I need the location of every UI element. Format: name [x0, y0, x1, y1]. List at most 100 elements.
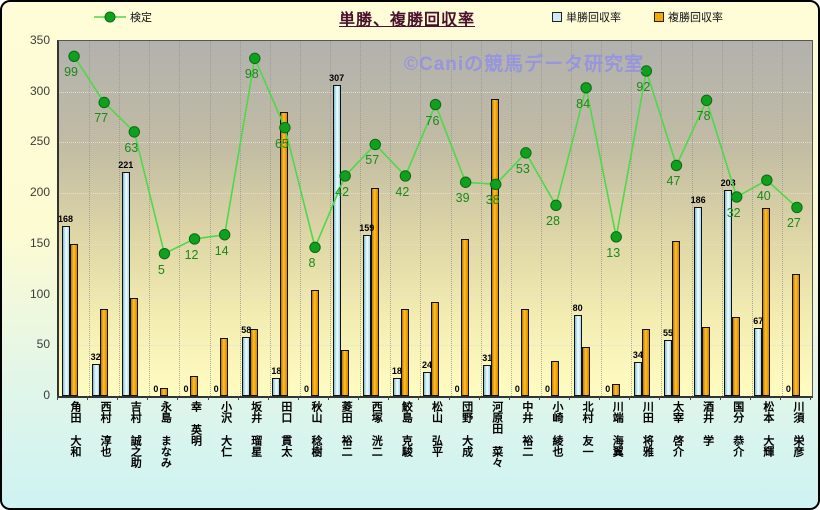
kentei-line-path: [73, 55, 798, 255]
win-bar-value-label: 159: [359, 222, 375, 233]
kentei-marker: [670, 159, 683, 172]
win-bar-value-label: 67: [753, 316, 764, 327]
x-axis-label: 太宰 啓介: [671, 401, 684, 457]
x-axis-label: 永島 まなみ: [159, 401, 172, 468]
win-bar-value-label: 0: [785, 384, 791, 394]
place-bar: [159, 387, 168, 396]
win-bar: [724, 190, 733, 396]
place-bar-swatch-icon: [654, 12, 664, 22]
line-marker-icon: [94, 11, 126, 23]
x-axis-label: 角田 大和: [69, 401, 82, 457]
kentei-value-label: 32: [726, 205, 741, 220]
x-axis-label: 幸 英明: [189, 401, 202, 446]
x-axis-label: 川須 栄彦: [791, 401, 804, 457]
kentei-value-label: 14: [214, 243, 229, 258]
win-bar-value-label: 0: [304, 384, 310, 394]
x-axis-tick: [508, 396, 510, 400]
place-bar: [370, 188, 379, 396]
kentei-marker: [761, 174, 773, 186]
kentei-value-label: 38: [485, 193, 500, 208]
place-bar: [99, 308, 108, 396]
kentei-marker: [459, 176, 472, 188]
x-axis-tick: [328, 396, 330, 400]
y-axis-tick-label: 300: [29, 83, 50, 98]
win-bar: [483, 364, 492, 396]
win-bar-value-label: 18: [271, 365, 282, 376]
win-bar-value-label: 0: [454, 384, 460, 394]
kentei-value-label: 39: [455, 191, 470, 206]
x-axis-tick: [659, 396, 661, 400]
win-bar-value-label: 186: [690, 195, 706, 206]
win-bar-swatch-icon: [552, 12, 562, 22]
kentei-marker: [188, 233, 201, 245]
kentei-marker: [279, 121, 291, 134]
place-bar: [671, 240, 680, 396]
win-bar-value-label: 307: [329, 72, 345, 83]
place-bar: [220, 338, 229, 396]
place-bar: [190, 375, 199, 396]
gridline-vertical: [330, 41, 332, 396]
place-bar: [491, 98, 500, 396]
x-axis-tick: [810, 396, 811, 400]
place-bar: [702, 327, 711, 396]
x-axis-label: 小沢 大仁: [219, 401, 232, 457]
place-bar: [641, 329, 650, 396]
gridline-vertical: [781, 41, 783, 396]
kentei-marker: [791, 201, 803, 214]
kentei-value-label: 57: [365, 153, 380, 168]
chart-title: 単勝、複勝回収率: [338, 12, 476, 29]
place-bar: [400, 308, 409, 396]
win-bar: [754, 328, 763, 396]
y-axis-tick-label: 250: [29, 134, 50, 149]
place-bar: [551, 360, 560, 396]
x-axis-tick: [358, 396, 360, 400]
x-axis-tick: [57, 396, 58, 400]
gridline-horizontal: [59, 294, 812, 296]
win-bar: [573, 314, 582, 396]
kentei-value-label: 13: [606, 245, 621, 260]
kentei-value-label: 27: [786, 216, 801, 231]
x-axis-tick: [87, 396, 89, 400]
win-bar-value-label: 203: [720, 178, 736, 189]
legend-tansho-label: 単勝回収率: [566, 12, 621, 24]
x-axis-tick: [117, 396, 119, 400]
watermark: ©Caniの競馬データ研究室: [404, 54, 645, 75]
legend-item-fukusho: 複勝回収率: [654, 9, 723, 25]
y-axis-tick-label: 0: [43, 388, 50, 402]
kentei-marker: [369, 138, 381, 151]
place-bar: [69, 243, 78, 396]
y-axis-tick-label: 200: [29, 185, 50, 200]
x-axis-label: 国分 恭介: [731, 401, 744, 457]
gridline-vertical: [179, 41, 181, 396]
win-bar-value-label: 58: [241, 325, 252, 336]
kentei-marker: [98, 96, 110, 109]
place-bar: [732, 316, 741, 396]
win-bar-value-label: 221: [118, 159, 134, 170]
gridline-vertical: [149, 41, 151, 396]
gridline-vertical: [390, 41, 392, 396]
x-axis-label: 河原田 菜々: [490, 401, 503, 468]
win-bar-value-label: 34: [632, 349, 643, 360]
gridline-vertical: [209, 41, 211, 396]
kentei-marker: [700, 94, 713, 107]
gridline-vertical: [299, 41, 301, 396]
plot-area: 168 32 221 0 0 0 58 18 0 307 159 18 24 0 31 0 0 80 0 34 55 18…: [57, 40, 813, 398]
x-axis-tick: [749, 396, 751, 400]
win-bar: [633, 361, 642, 396]
win-bar: [694, 207, 703, 396]
legend-kentei-label: 検定: [130, 12, 152, 24]
place-bar: [521, 308, 530, 396]
gridline-vertical: [239, 41, 241, 396]
win-bar-value-label: 80: [572, 302, 583, 313]
x-axis-label: 菱田 裕二: [340, 401, 353, 457]
kentei-marker: [249, 52, 261, 65]
kentei-marker: [610, 231, 622, 243]
kentei-value-label: 98: [244, 67, 259, 82]
kentei-marker: [490, 178, 502, 191]
x-axis-label: 中井 裕二: [520, 401, 533, 457]
x-axis-label: 吉村 誠之助: [129, 401, 142, 468]
kentei-value-label: 42: [395, 184, 410, 199]
gridline-horizontal: [59, 91, 812, 93]
gridline-vertical: [510, 41, 512, 396]
x-axis-label: 田口 貫太: [279, 401, 292, 457]
